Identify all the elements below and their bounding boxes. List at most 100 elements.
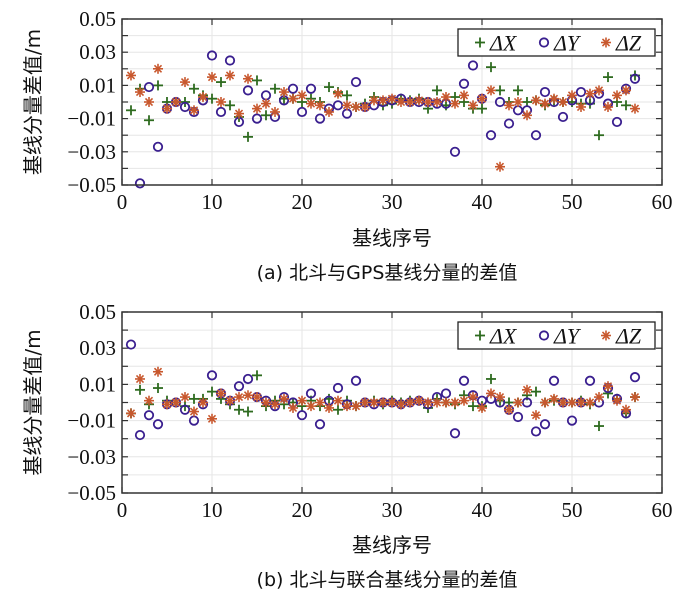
point-dz (279, 393, 289, 404)
point-dy (242, 373, 254, 385)
point-dy (179, 404, 191, 415)
point-dy (296, 410, 308, 421)
legend-label-dy: ΔY (553, 31, 582, 56)
legend-marker-dz (601, 37, 611, 48)
point-dz (153, 366, 163, 377)
point-dz (171, 97, 181, 107)
legend-marker-dy (538, 37, 550, 48)
point-dx (243, 131, 253, 142)
point-dx (594, 421, 604, 432)
point-dz (144, 97, 154, 107)
plot-frame (121, 311, 663, 494)
point-dy (350, 375, 362, 386)
point-dz (450, 98, 460, 109)
x-tick-label: 20 (292, 190, 313, 214)
point-dy (449, 146, 461, 157)
chart-caption: (a) 北斗与GPS基线分量的差值 (257, 262, 518, 284)
legend-label-dx: ΔX (489, 31, 518, 56)
point-dz (486, 85, 496, 96)
point-dz (459, 395, 469, 406)
point-dx (432, 85, 442, 96)
point-dz (171, 397, 181, 408)
point-dy (530, 426, 542, 437)
point-dy (287, 83, 299, 94)
chart-a: 0 10 20 30 40 50 60 0.05 0.03 0.01 −0.01 −0.03 −0.05… (21, 7, 673, 284)
legend-marker-dy (538, 330, 550, 341)
point-dz (144, 395, 154, 406)
point-dz (189, 105, 199, 116)
point-dx (342, 90, 352, 101)
point-dz (495, 161, 505, 172)
point-dz (234, 392, 244, 403)
point-dx (252, 75, 262, 86)
point-dx (468, 401, 478, 412)
point-dz (378, 397, 388, 408)
point-dz (432, 97, 442, 107)
point-dy (314, 113, 326, 124)
point-dz (630, 103, 640, 114)
point-dz (585, 88, 595, 99)
x-tick-label: 10 (202, 498, 223, 522)
point-dz (243, 73, 253, 84)
x-axis-title: 基线序号 (352, 226, 432, 250)
y-tick-label: −0.05 (67, 481, 116, 505)
point-dz (198, 92, 208, 103)
point-dz (180, 392, 190, 403)
point-dz (360, 397, 370, 408)
point-dy (233, 381, 245, 392)
point-dy (467, 60, 479, 71)
point-dy (494, 96, 506, 108)
point-dy (539, 86, 551, 98)
point-dy (296, 106, 308, 118)
point-dz (612, 395, 622, 406)
point-dz (612, 90, 622, 101)
x-tick-label: 0 (117, 498, 128, 522)
point-dz (297, 90, 307, 101)
point-dx (621, 100, 631, 111)
point-dz (351, 401, 361, 412)
point-dz (225, 70, 235, 81)
series-dz (126, 366, 640, 424)
point-dz (504, 404, 514, 415)
point-dz (495, 392, 505, 403)
point-dx (594, 130, 604, 141)
point-dx (513, 85, 523, 96)
point-dy (503, 118, 515, 129)
series-dz (126, 63, 640, 172)
y-tick-label: −0.03 (67, 140, 116, 164)
point-dy (143, 81, 155, 93)
point-dz (450, 397, 460, 408)
point-dz (261, 397, 271, 408)
legend-box (457, 321, 656, 350)
point-dz (306, 401, 316, 412)
point-dz (162, 103, 172, 114)
point-dz (522, 110, 532, 121)
point-dx (189, 393, 199, 404)
point-dz (540, 98, 550, 109)
point-dz (135, 373, 145, 384)
point-dz (396, 399, 406, 410)
point-dz (414, 95, 424, 106)
point-dz (441, 397, 451, 408)
point-dz (243, 390, 253, 401)
x-tick-label: 10 (202, 190, 223, 214)
legend-label-dz: ΔZ (615, 31, 642, 56)
point-dx (144, 115, 154, 126)
point-dz (198, 397, 208, 408)
point-dy (584, 375, 596, 386)
point-dy (134, 429, 146, 441)
point-dy (458, 375, 470, 386)
point-dx (603, 72, 613, 83)
point-dz (261, 98, 271, 109)
point-dz (477, 93, 487, 104)
point-dy (224, 55, 236, 66)
point-dz (603, 381, 613, 392)
point-dy (512, 411, 524, 423)
legend-label-dz: ΔZ (615, 324, 642, 349)
point-dz (360, 101, 370, 112)
point-dy (566, 415, 578, 426)
point-dz (576, 101, 586, 112)
point-dy (152, 141, 164, 152)
x-tick-label: 30 (382, 190, 403, 214)
